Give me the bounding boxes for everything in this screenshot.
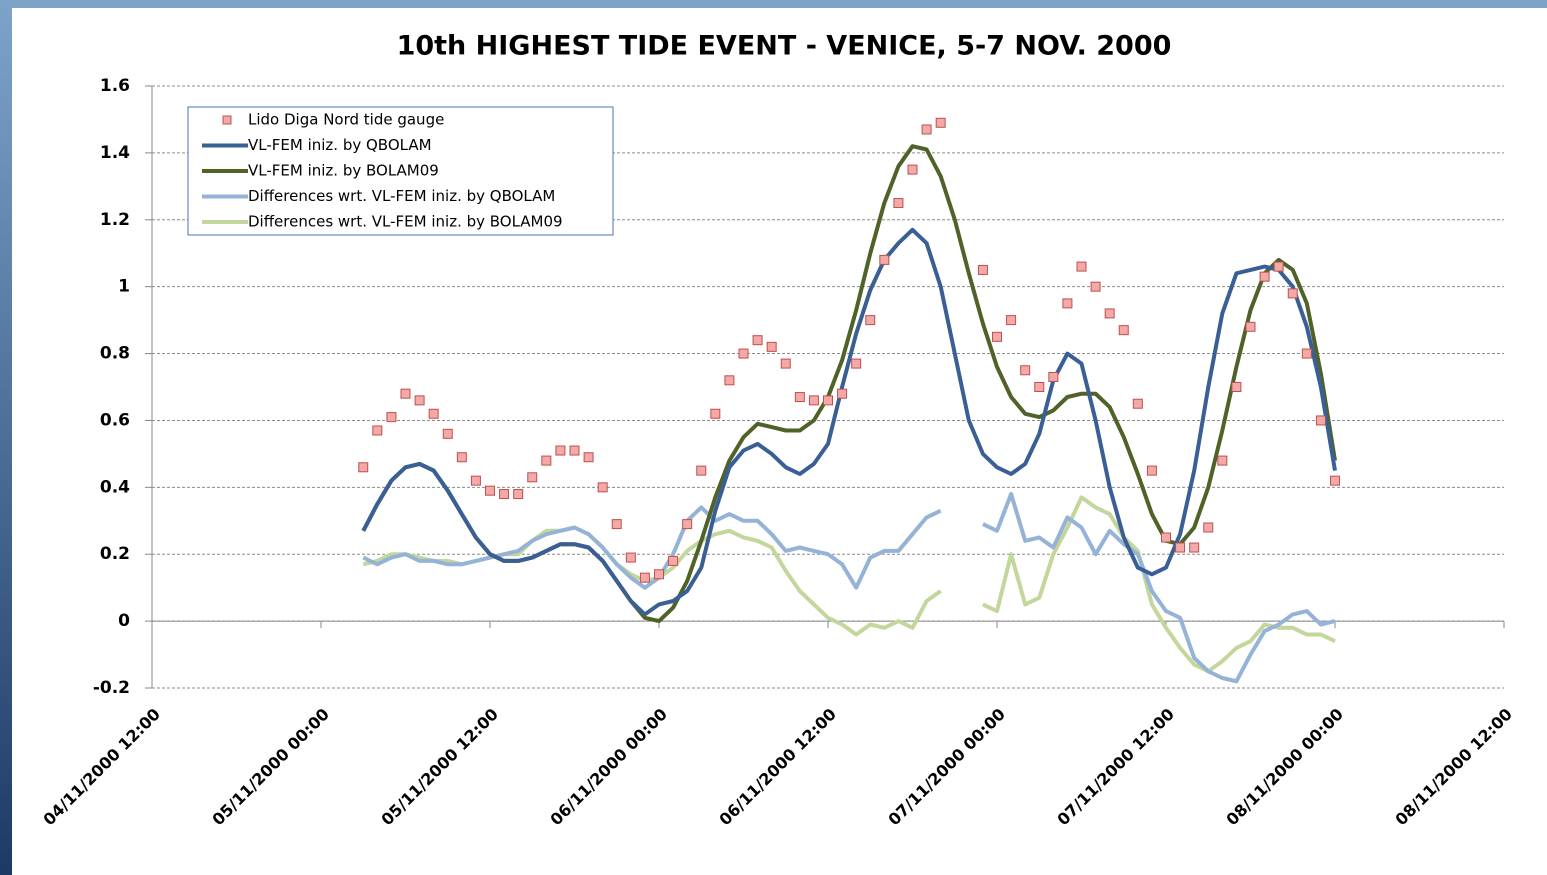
data-point	[1161, 532, 1171, 543]
data-point	[597, 482, 608, 493]
y-tick-label: 0	[118, 611, 130, 631]
series-line	[982, 492, 1336, 684]
data-point	[992, 331, 1002, 342]
data-point	[1146, 465, 1157, 476]
data-point	[837, 388, 848, 399]
data-point	[1020, 365, 1031, 376]
data-point	[1330, 475, 1340, 486]
legend-box	[187, 106, 614, 236]
data-point	[766, 341, 777, 352]
data-point	[1034, 382, 1045, 392]
data-point	[710, 408, 721, 419]
data-point	[1076, 261, 1087, 272]
chart-title: 10th HIGHEST TIDE EVENT - VENICE, 5-7 NO…	[397, 31, 1172, 62]
data-point	[1231, 382, 1242, 392]
data-point	[808, 395, 819, 406]
y-tick-label: 1.2	[100, 210, 130, 230]
y-tick-label: 0.4	[100, 477, 130, 497]
legend-label: VL-FEM iniz. by BOLAM09	[248, 162, 439, 180]
data-point	[823, 395, 833, 406]
data-point	[386, 412, 397, 423]
data-point	[1118, 325, 1129, 336]
data-point	[485, 485, 495, 496]
data-point	[1090, 281, 1101, 292]
data-point	[977, 264, 988, 275]
data-point	[865, 315, 876, 326]
data-point	[935, 117, 946, 128]
data-point	[456, 452, 467, 463]
data-point	[1301, 348, 1312, 359]
data-point	[611, 519, 622, 530]
data-point	[1273, 261, 1284, 272]
data-point	[696, 465, 707, 476]
data-point	[738, 348, 749, 359]
data-point	[400, 388, 411, 399]
data-point	[1006, 315, 1017, 326]
data-point	[780, 358, 791, 369]
data-point	[1132, 398, 1143, 409]
data-point	[513, 489, 524, 500]
data-point	[1048, 371, 1059, 382]
y-tick-label: 1.6	[100, 76, 130, 96]
data-point	[1189, 542, 1200, 553]
y-tick-label: -0.2	[93, 678, 130, 698]
data-point	[724, 375, 735, 386]
data-point	[583, 452, 594, 463]
data-point	[654, 569, 664, 580]
y-tick-label: 1.4	[100, 143, 130, 163]
data-point	[1315, 415, 1326, 426]
data-point	[1062, 298, 1073, 309]
data-point	[1245, 321, 1256, 332]
legend-marker	[222, 115, 232, 125]
data-point	[428, 408, 439, 419]
legend-label: Differences wrt. VL-FEM iniz. by BOLAM09	[248, 213, 563, 231]
data-point	[879, 254, 890, 265]
y-tick-label: 0.2	[100, 544, 130, 564]
data-point	[1259, 271, 1270, 282]
data-point	[668, 555, 679, 566]
data-point	[639, 572, 650, 583]
data-point	[1287, 288, 1298, 299]
data-point	[541, 455, 552, 466]
y-tick-label: 1	[118, 277, 130, 297]
data-point	[794, 392, 805, 403]
y-tick-label: 0.6	[100, 410, 130, 430]
data-point	[682, 519, 693, 530]
data-point	[442, 428, 453, 439]
data-point	[893, 198, 904, 209]
data-point	[499, 489, 510, 500]
y-tick-label: 0.8	[100, 344, 130, 364]
data-point	[1104, 308, 1115, 319]
series-line	[361, 227, 1337, 617]
legend-label: VL-FEM iniz. by QBOLAM	[248, 136, 432, 154]
data-point	[851, 358, 862, 369]
data-point	[470, 475, 481, 486]
series-line	[362, 505, 942, 590]
data-point	[907, 164, 918, 175]
data-point	[358, 462, 369, 473]
data-point	[921, 124, 932, 135]
data-point	[1203, 522, 1214, 533]
data-point	[414, 395, 425, 406]
data-point	[1217, 455, 1228, 466]
data-point	[372, 425, 383, 436]
data-point	[752, 335, 763, 346]
legend-label: Differences wrt. VL-FEM iniz. by QBOLAM	[248, 187, 555, 205]
data-point	[527, 472, 538, 483]
data-point	[625, 552, 636, 563]
data-point	[569, 445, 580, 456]
data-point	[555, 445, 566, 456]
legend-label: Lido Diga Nord tide gauge	[248, 111, 444, 129]
data-point	[1175, 542, 1186, 553]
